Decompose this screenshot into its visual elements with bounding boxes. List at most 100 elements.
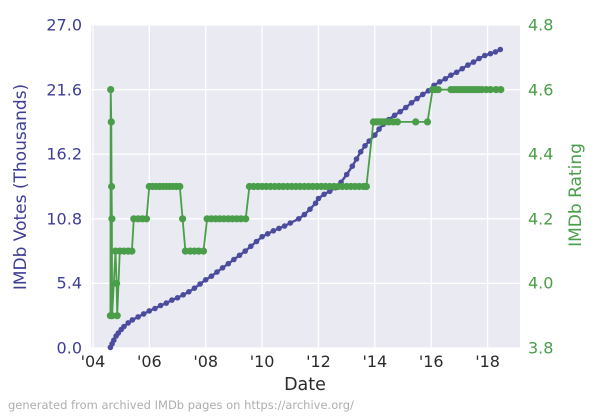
source-caption: generated from archived IMDb pages on ht…	[8, 398, 354, 412]
data-point-left	[353, 156, 360, 162]
data-point-right	[128, 247, 136, 255]
data-point-left	[315, 195, 322, 202]
right-axis-title: IMDb Rating	[566, 143, 586, 247]
data-point-left	[301, 211, 308, 218]
tick-label-x: '18	[475, 352, 500, 371]
data-point-left	[191, 285, 198, 292]
data-point-left	[436, 79, 443, 85]
data-point-left	[129, 317, 136, 323]
data-point-left	[420, 91, 426, 98]
data-point-left	[321, 191, 327, 198]
data-point-left	[448, 72, 454, 78]
data-point-right	[113, 312, 121, 320]
data-point-left	[403, 104, 409, 111]
data-point-left	[465, 62, 471, 68]
tick-label-right: 4.0	[528, 273, 554, 293]
data-point-left	[202, 277, 209, 283]
data-point-right	[107, 86, 115, 94]
series-line-right	[109, 88, 501, 316]
data-point-right	[412, 118, 420, 126]
data-point-left	[135, 314, 141, 320]
tick-label-right: 3.8	[528, 338, 554, 358]
tick-label-left: 0.0	[56, 338, 82, 358]
data-point-left	[180, 292, 186, 298]
data-point-left	[219, 265, 226, 271]
data-point-left	[248, 243, 254, 250]
left-axis-title: IMDb Votes (Thousands)	[11, 83, 31, 291]
data-point-left	[121, 323, 127, 330]
data-point-left	[152, 305, 158, 312]
tick-label-right: 4.4	[528, 144, 554, 164]
data-point-left	[442, 76, 449, 82]
data-point-left	[225, 260, 232, 267]
data-point-left	[376, 126, 382, 132]
tick-label-left: 27.0	[46, 15, 82, 35]
data-point-left	[492, 49, 499, 55]
tick-label-x: '08	[193, 352, 219, 371]
data-point-right	[107, 118, 115, 126]
data-point-left	[476, 55, 482, 62]
data-point-right	[108, 182, 116, 191]
data-point-left	[487, 50, 494, 57]
data-point-right	[179, 215, 187, 223]
data-point-left	[287, 220, 294, 226]
x-axis-title: Date	[284, 375, 326, 395]
tick-label-x: '12	[306, 352, 331, 371]
data-point-right	[434, 86, 442, 94]
data-point-left	[453, 69, 460, 76]
data-point-left	[470, 59, 477, 65]
data-point-left	[111, 337, 117, 344]
data-point-left	[349, 163, 356, 169]
data-point-right	[497, 86, 505, 94]
tick-label-left: 10.8	[46, 209, 82, 229]
tick-label-left: 16.2	[46, 144, 82, 164]
data-point-right	[423, 118, 432, 126]
data-point-right	[393, 118, 401, 126]
data-point-left	[414, 95, 420, 102]
tick-label-right: 4.6	[528, 80, 554, 100]
data-point-left	[163, 300, 170, 306]
data-point-left	[391, 112, 398, 119]
data-point-left	[146, 308, 153, 314]
data-point-left	[276, 225, 282, 232]
data-point-left	[295, 216, 302, 222]
tick-label-x: '06	[136, 352, 162, 371]
data-point-left	[326, 188, 333, 195]
data-point-right	[108, 215, 116, 223]
data-point-left	[357, 149, 364, 155]
data-point-right	[108, 312, 116, 320]
data-point-left	[270, 228, 277, 234]
data-point-left	[312, 200, 319, 206]
tick-label-left: 21.6	[46, 80, 82, 100]
data-point-left	[459, 65, 466, 72]
tick-label-x: '16	[418, 352, 444, 371]
data-point-left	[140, 311, 147, 317]
data-point-right	[176, 182, 184, 191]
data-point-left	[186, 289, 192, 295]
data-point-left	[281, 223, 288, 229]
tick-label-right: 4.8	[528, 15, 554, 35]
data-point-right	[113, 279, 121, 287]
tick-label-x: '14	[362, 352, 388, 371]
data-point-right	[242, 215, 250, 223]
tick-label-right: 4.2	[528, 209, 554, 229]
data-point-right	[142, 215, 151, 223]
data-point-left	[197, 281, 203, 287]
data-point-left	[497, 46, 504, 53]
data-point-left	[242, 248, 248, 254]
data-point-left	[307, 206, 313, 212]
data-point-left	[259, 233, 265, 240]
data-point-right	[199, 247, 208, 255]
data-point-left	[482, 52, 488, 59]
data-point-left	[372, 132, 378, 138]
data-point-left	[231, 256, 237, 263]
data-point-left	[343, 171, 350, 178]
tick-label-x: '04	[80, 352, 106, 371]
data-point-left	[214, 269, 220, 275]
data-point-left	[174, 295, 181, 301]
data-point-left	[208, 273, 215, 280]
data-point-left	[169, 297, 175, 303]
data-point-right	[486, 86, 494, 94]
data-point-left	[236, 252, 243, 259]
